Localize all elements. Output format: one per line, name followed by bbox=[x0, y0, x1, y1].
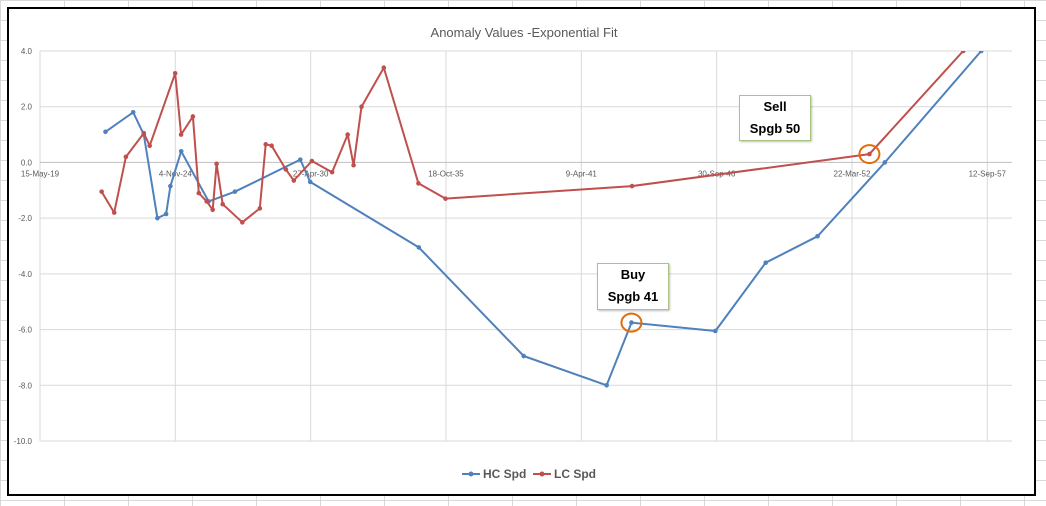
y-tick-label: 4.0 bbox=[21, 47, 33, 56]
data-point-lc-spd bbox=[141, 130, 147, 136]
buy-annotation-callout: Buy Spgb 41 bbox=[597, 263, 669, 310]
data-point-lc-spd bbox=[147, 143, 152, 149]
data-point-lc-spd bbox=[309, 158, 315, 164]
x-tick-label: 15-May-19 bbox=[21, 169, 60, 178]
data-point-lc-spd bbox=[269, 143, 274, 149]
x-tick-label: 9-Apr-41 bbox=[566, 169, 598, 178]
sell-annotation-line1: Sell bbox=[763, 99, 787, 114]
legend: HC Spd LC Spd bbox=[462, 467, 596, 481]
data-point-lc-spd bbox=[291, 178, 297, 183]
data-point-hc-spd bbox=[521, 353, 526, 359]
chart-area bbox=[7, 7, 1036, 496]
x-tick-label: 27-Apr-30 bbox=[293, 169, 329, 178]
data-point-hc-spd bbox=[815, 233, 820, 239]
data-point-hc-spd bbox=[416, 245, 422, 250]
y-tick-label: -2.0 bbox=[18, 214, 32, 223]
x-tick-label: 4-Nov-24 bbox=[159, 169, 192, 178]
data-point-lc-spd bbox=[172, 70, 178, 76]
y-tick-label: 0.0 bbox=[21, 158, 33, 167]
data-point-lc-spd bbox=[220, 201, 225, 207]
data-point-lc-spd bbox=[123, 154, 129, 160]
sell-annotation-line2: Spgb 50 bbox=[749, 121, 801, 136]
data-point-lc-spd bbox=[381, 65, 387, 71]
y-tick-label: 2.0 bbox=[21, 103, 33, 112]
data-point-lc-spd bbox=[240, 220, 245, 225]
data-point-hc-spd bbox=[155, 215, 160, 221]
data-point-hc-spd bbox=[629, 320, 634, 325]
data-point-lc-spd bbox=[867, 151, 872, 157]
annotation-circle bbox=[858, 144, 881, 165]
y-tick-label: -8.0 bbox=[18, 381, 32, 390]
data-point-hc-spd bbox=[178, 148, 184, 154]
data-point-hc-spd bbox=[307, 179, 313, 185]
data-point-lc-spd bbox=[329, 169, 335, 175]
chart-title: Anomaly Values -Exponential Fit bbox=[431, 25, 618, 40]
data-point-hc-spd bbox=[978, 51, 984, 54]
axes: -10.0 -8.0 -6.0 -4.0 -2.0 0.0 2.0 4.0 15-May-19 4… bbox=[14, 47, 1012, 446]
gridlines bbox=[39, 50, 1012, 442]
data-point-lc-spd bbox=[351, 162, 356, 168]
data-point-lc-spd bbox=[443, 196, 448, 201]
data-point-lc-spd bbox=[99, 189, 104, 194]
data-point-lc-spd bbox=[196, 190, 202, 196]
data-point-lc-spd bbox=[416, 181, 421, 186]
data-point-lc-spd bbox=[629, 183, 635, 189]
series-lines bbox=[99, 51, 984, 388]
data-point-lc-spd bbox=[359, 104, 364, 110]
data-point-lc-spd bbox=[257, 206, 263, 211]
data-point-lc-spd bbox=[190, 114, 196, 119]
data-point-hc-spd bbox=[168, 183, 173, 189]
data-point-lc-spd bbox=[345, 132, 350, 137]
x-tick-label: 22-Mar-52 bbox=[834, 169, 871, 178]
sell-annotation-callout: Sell Spgb 50 bbox=[739, 95, 811, 141]
x-tick-label: 18-Oct-35 bbox=[428, 169, 464, 178]
data-point-lc-spd bbox=[204, 199, 209, 204]
data-point-lc-spd bbox=[214, 161, 219, 167]
legend-label-lc-spd: LC Spd bbox=[554, 467, 596, 481]
data-point-hc-spd bbox=[232, 189, 238, 194]
series-line-lc-spd bbox=[100, 51, 964, 224]
data-point-hc-spd bbox=[763, 260, 769, 266]
annotation-markers bbox=[620, 144, 881, 333]
data-point-hc-spd bbox=[103, 129, 108, 135]
y-tick-label: -10.0 bbox=[14, 437, 33, 446]
data-point-hc-spd bbox=[298, 157, 303, 162]
data-point-lc-spd bbox=[263, 142, 269, 147]
buy-annotation-line1: Buy bbox=[620, 267, 646, 282]
y-tick-label: -4.0 bbox=[18, 270, 32, 279]
legend-marker-lc-spd bbox=[539, 471, 545, 477]
data-point-lc-spd bbox=[111, 210, 117, 215]
legend-label-hc-spd: HC Spd bbox=[483, 467, 526, 481]
legend-marker-hc-spd bbox=[468, 471, 474, 477]
annotation-circle bbox=[620, 312, 643, 333]
data-point-lc-spd bbox=[960, 51, 966, 54]
data-point-lc-spd bbox=[210, 207, 215, 213]
y-tick-label: -6.0 bbox=[18, 326, 32, 335]
data-point-hc-spd bbox=[882, 160, 888, 165]
x-tick-label: 12-Sep-57 bbox=[969, 169, 1007, 178]
data-point-hc-spd bbox=[130, 109, 136, 115]
data-point-hc-spd bbox=[713, 328, 718, 334]
buy-annotation-line2: Spgb 41 bbox=[607, 289, 659, 304]
data-point-hc-spd bbox=[604, 382, 609, 388]
data-point-hc-spd bbox=[163, 211, 169, 217]
data-point-lc-spd bbox=[178, 132, 184, 137]
data-point-lc-spd bbox=[283, 167, 289, 172]
